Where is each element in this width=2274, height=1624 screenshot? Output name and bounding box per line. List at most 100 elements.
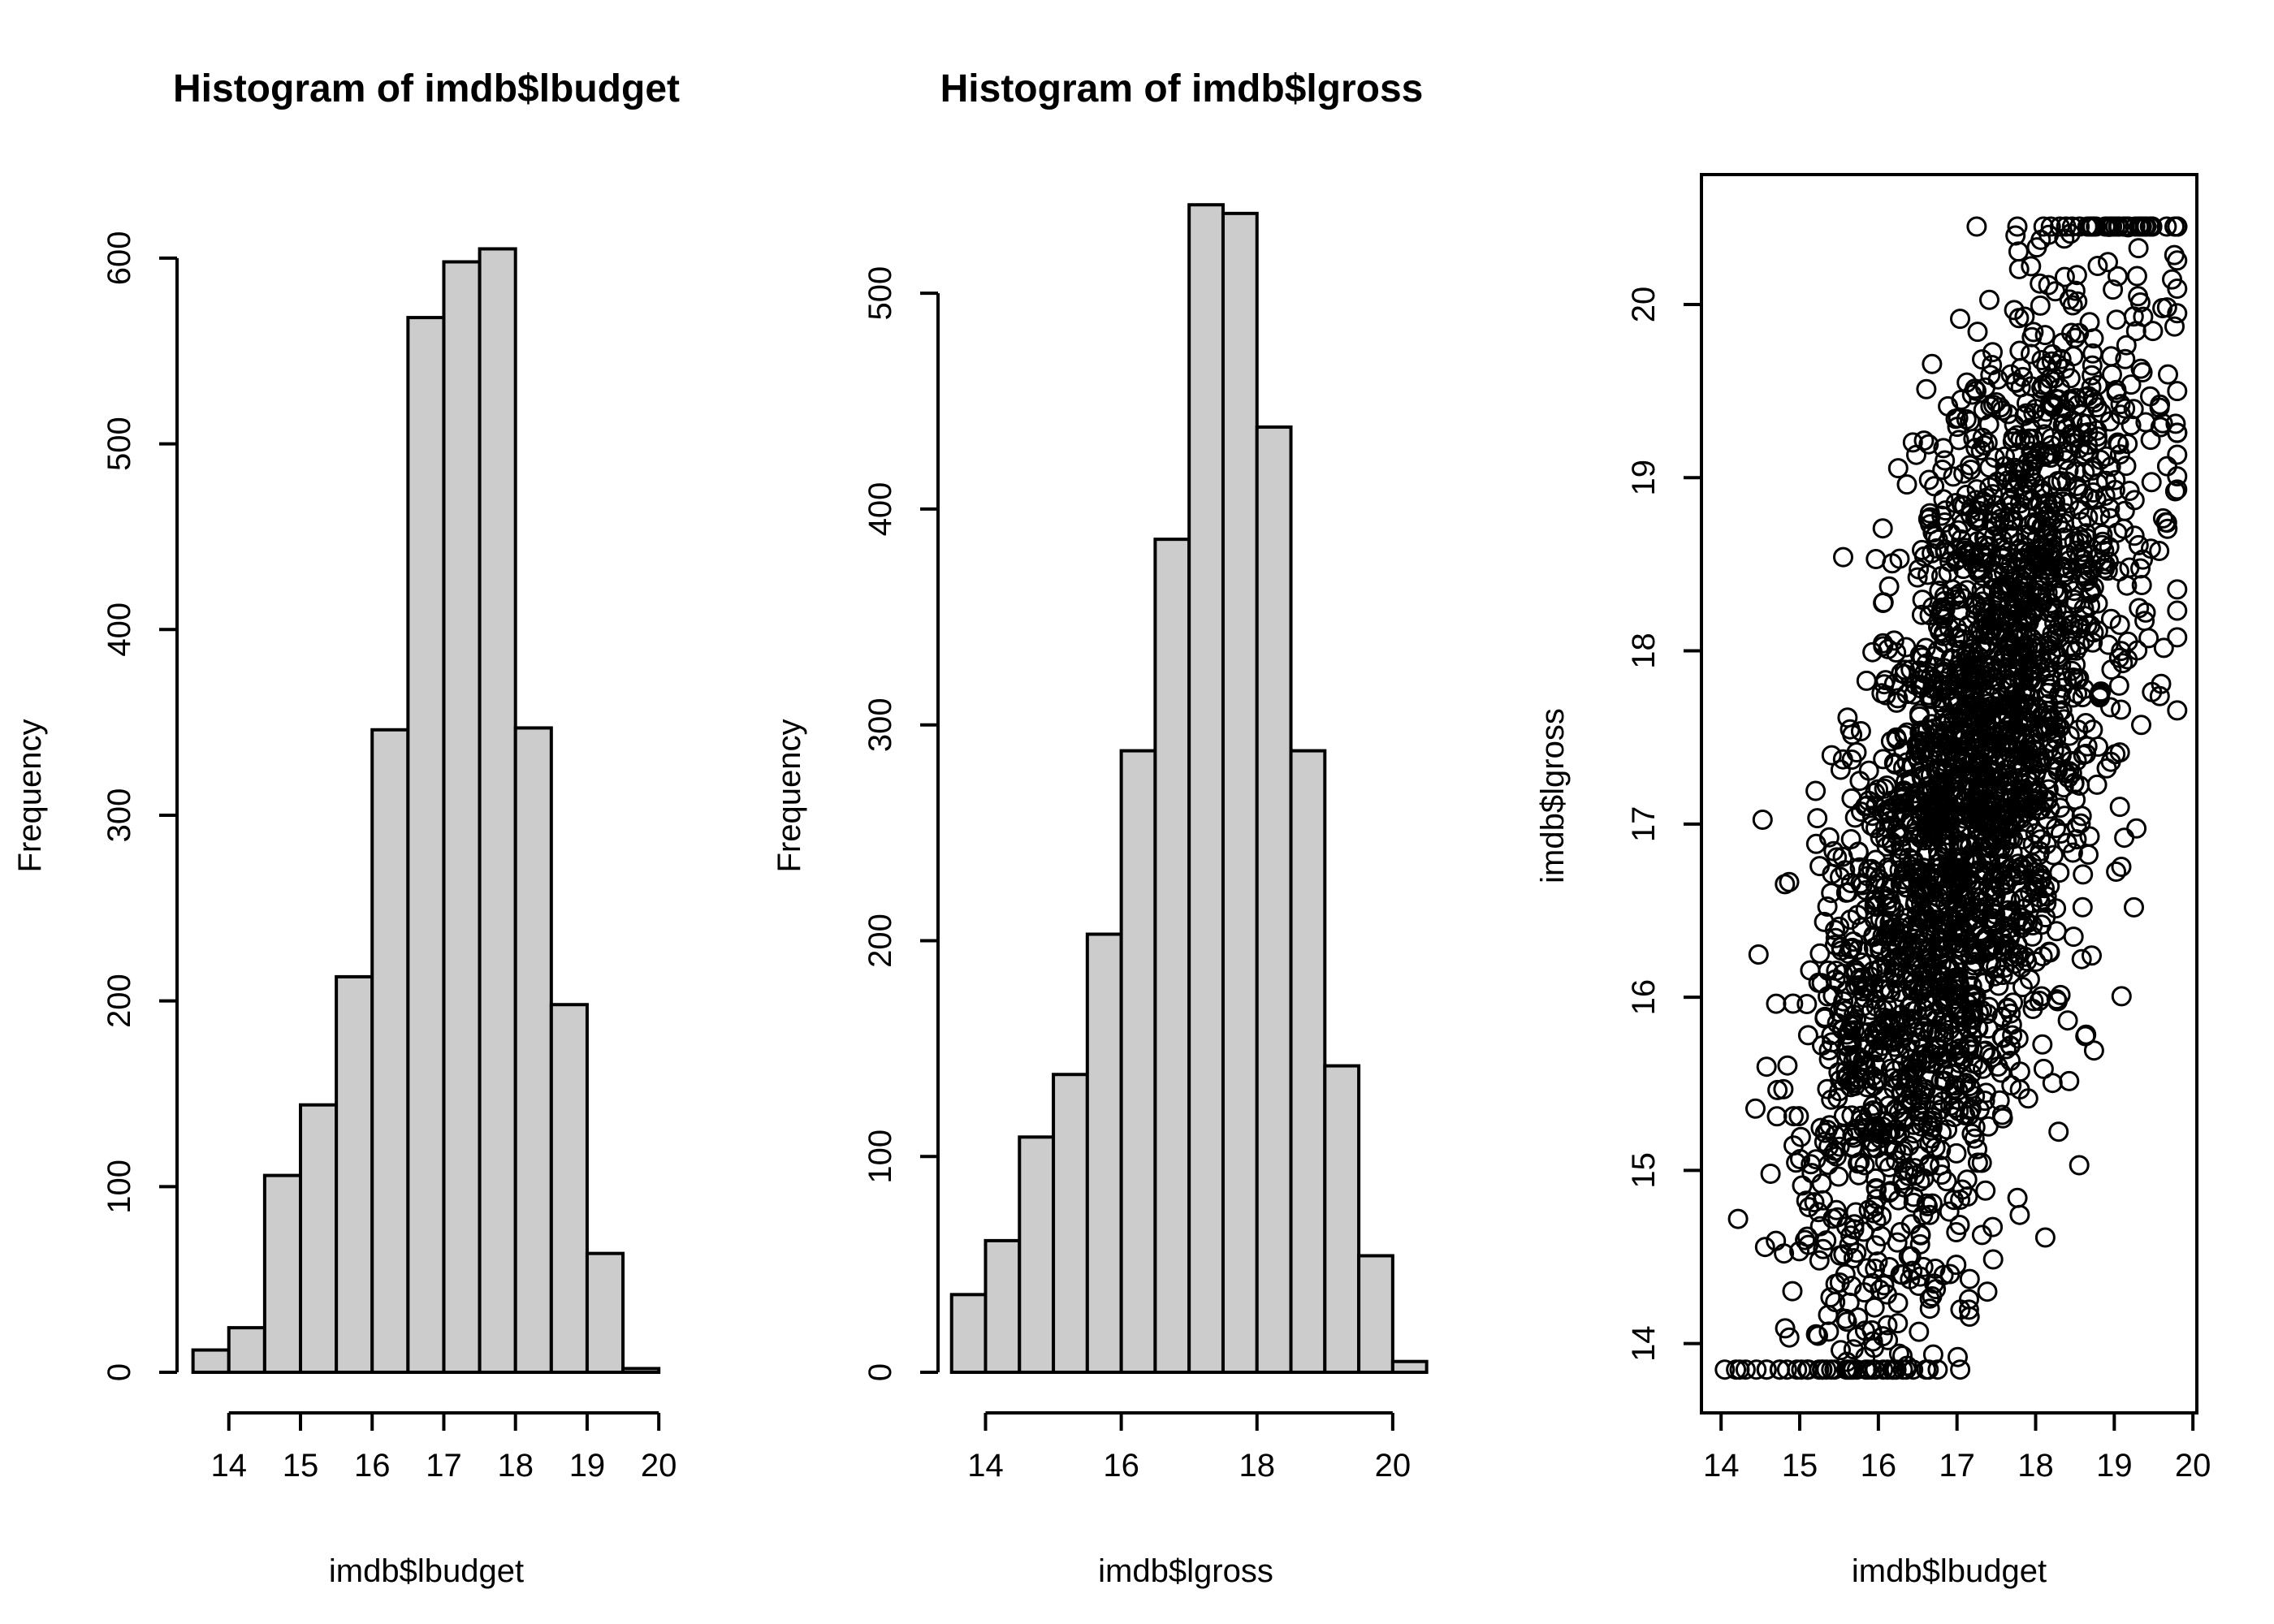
scatter-point <box>2109 444 2130 465</box>
scatter-point <box>1909 1321 1930 1342</box>
scatter-point <box>2030 229 2051 250</box>
scatter-point <box>1964 909 1985 930</box>
scatter-point <box>1915 784 1936 806</box>
scatter-point <box>2008 1028 2029 1049</box>
scatter-point <box>1946 1222 1967 1242</box>
scatter-point <box>1974 528 1995 548</box>
scatter-point <box>1892 1264 1913 1285</box>
scatter-point <box>2117 434 2138 455</box>
scatter-point <box>2156 456 2177 477</box>
scatter-point <box>1922 542 1943 564</box>
scatter-point <box>1865 1235 1886 1256</box>
scatter-point <box>1874 1275 1895 1296</box>
scatter-point <box>2051 332 2073 353</box>
scatter-point <box>2063 926 2084 948</box>
scatter-point <box>2014 667 2034 689</box>
scatter-point <box>1971 639 1992 660</box>
scatter-point <box>2069 635 2090 655</box>
scatter-point <box>1922 353 1943 374</box>
scatter-point <box>2014 859 2035 880</box>
scatter-point <box>2121 415 2142 436</box>
scatter-point <box>1948 408 1969 429</box>
scatter-point <box>1965 378 1986 400</box>
scatter-point <box>2151 673 2172 694</box>
scatter-point <box>1935 990 1956 1011</box>
scatter-point <box>1978 599 1999 620</box>
scatter-point <box>1943 1190 1965 1211</box>
scatter-point <box>2052 677 2073 698</box>
scatter-point <box>1830 759 1851 780</box>
scatter-point <box>1811 1173 1832 1194</box>
histogram-bar <box>1018 1135 1056 1374</box>
scatter-point <box>2069 1155 2090 1176</box>
scatter-point <box>2073 864 2094 885</box>
scatter-point <box>1833 546 1853 568</box>
scatter-point <box>1865 796 1887 817</box>
x-axis: 14 16 18 20 <box>967 1411 1411 1484</box>
scatter-point <box>1974 434 1995 456</box>
histogram-bar <box>585 1251 625 1375</box>
scatter-point <box>1885 964 1906 985</box>
scatter-point <box>2149 685 2170 706</box>
scatter-point <box>1977 1281 1998 1302</box>
scatter-point <box>1965 490 1987 511</box>
scatter-point <box>1886 727 1907 748</box>
histogram-bar <box>621 1367 661 1375</box>
scatter-point <box>1976 610 1997 631</box>
scatter-point <box>1910 678 1931 699</box>
scatter-point <box>1850 721 1871 741</box>
scatter-point <box>1927 1359 1948 1380</box>
scatter-point <box>1909 703 1930 724</box>
scatter-point <box>2110 404 2131 425</box>
scatter-point <box>2017 473 2038 495</box>
scatter-point <box>2033 1058 2054 1079</box>
scatter-point <box>1972 349 1992 370</box>
scatter-point <box>2041 434 2062 456</box>
scatter-point <box>1934 590 1955 611</box>
scatter-point <box>1876 896 1897 918</box>
scatter-point <box>2108 675 2129 696</box>
scatter-point <box>2049 862 2070 883</box>
scatter-point <box>1922 1286 1943 1307</box>
scatter-point <box>2114 827 2135 849</box>
scatter-point <box>1862 1331 1883 1352</box>
scatter-point <box>1931 1164 1952 1186</box>
scatter-point <box>1917 840 1937 862</box>
x-tick-label: 15 <box>283 1448 319 1484</box>
scatter-point <box>1982 742 2003 763</box>
scatter-point <box>1963 955 1984 976</box>
scatter-point <box>1774 1243 1795 1264</box>
scatter-point <box>1900 809 1922 830</box>
scatter-point <box>2077 736 2098 757</box>
scatter-point <box>1791 1359 1812 1380</box>
scatter-point <box>1988 975 2009 996</box>
scatter-point <box>1943 956 1965 977</box>
scatter-point <box>1865 1054 1886 1075</box>
scatter-point <box>1864 1196 1885 1217</box>
scatter-point <box>1915 637 1936 659</box>
scatter-point <box>1911 1093 1932 1114</box>
scatter-point <box>1843 1248 1864 1268</box>
scatter-point <box>1945 627 1966 648</box>
scatter-point <box>2019 428 2040 449</box>
scatter-point <box>1910 1224 1931 1245</box>
x-tick-label: 14 <box>211 1448 248 1484</box>
scatter-point <box>1974 866 1995 887</box>
scatter-point <box>1918 469 1939 490</box>
scatter-point <box>2167 600 2188 621</box>
scatter-point <box>1829 916 1850 937</box>
x-tick-label: 20 <box>2175 1448 2211 1484</box>
histogram-bar <box>1119 749 1157 1374</box>
scatter-point <box>1795 1229 1816 1250</box>
scatter-point <box>1935 450 1956 471</box>
scatter-point <box>1824 935 1845 956</box>
scatter-point <box>2139 216 2160 237</box>
x-axis-title: imdb$lbudget <box>329 1553 524 1589</box>
scatter-point <box>2039 368 2060 389</box>
histogram-bar <box>1187 203 1225 1375</box>
scatter-point <box>1991 826 2011 847</box>
scatter-point <box>1961 641 1982 663</box>
scatter-point <box>2129 598 2150 619</box>
scatter-point <box>2090 681 2112 702</box>
scatter-point <box>1903 1186 1924 1207</box>
